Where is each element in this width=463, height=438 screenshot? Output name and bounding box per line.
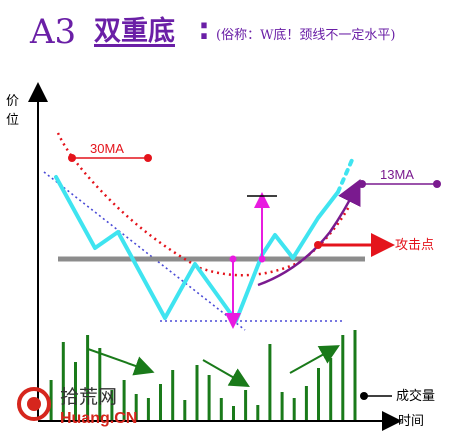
- ma30-marker-dot-left: [68, 154, 76, 162]
- volume-bar: [61, 342, 65, 420]
- volume-bars: [49, 330, 357, 420]
- volume-bar: [146, 398, 150, 420]
- volume-bar: [171, 370, 175, 420]
- price-line-projection: [336, 158, 354, 194]
- volume-bar: [134, 394, 138, 420]
- volume-bar: [219, 398, 223, 420]
- volume-bar: [341, 335, 345, 420]
- logo-ring: [17, 387, 51, 421]
- volume-bar: [98, 348, 102, 420]
- logo-core: [27, 397, 41, 411]
- y-axis-label-top: 价: [6, 94, 20, 109]
- volume-trend-arrow-1: [87, 348, 155, 376]
- attack-point-label: 攻击点: [395, 238, 435, 253]
- volume-trend-arrow-2: [202, 359, 250, 387]
- volume-bar: [49, 380, 53, 420]
- volume-bar: [159, 384, 162, 420]
- ma30-marker-dot-right: [144, 154, 152, 162]
- pattern-note: (俗称：W底！颈线不一定水平): [216, 28, 396, 43]
- volume-bar: [353, 330, 357, 420]
- volume-bar: [256, 405, 260, 420]
- y-axis-label-bottom: 位: [6, 113, 20, 128]
- x-axis-label: 时间: [398, 414, 425, 429]
- ma13-label: 13MA: [380, 167, 414, 182]
- price-line: [54, 175, 340, 323]
- volume-bar: [244, 390, 248, 420]
- volume-bar: [280, 392, 284, 420]
- ma30-label: 30MA: [90, 141, 124, 156]
- volume-bar: [122, 380, 126, 420]
- volume-bar: [292, 398, 296, 420]
- volume-bar: [195, 365, 199, 420]
- volume-bar: [304, 386, 308, 420]
- volume-label-dot: [360, 392, 368, 400]
- volume-bar: [110, 390, 114, 420]
- ma13-marker-dot-left: [358, 180, 366, 188]
- pattern-title: 双重底: [94, 16, 175, 47]
- volume-bar: [268, 344, 272, 420]
- volume-bar: [207, 375, 211, 420]
- depth-measure-dot: [229, 255, 237, 263]
- volume-label: 成交量: [396, 389, 436, 404]
- ma13-marker-dot-right: [433, 180, 441, 188]
- volume-bar: [232, 406, 235, 420]
- pattern-code: A3: [30, 12, 77, 52]
- volume-bar: [183, 400, 187, 420]
- volume-bar: [329, 358, 333, 420]
- volume-bar: [86, 335, 90, 420]
- volume-trend-arrow-3: [289, 345, 340, 374]
- title-colon: :: [198, 12, 210, 47]
- downtrend-line: [43, 171, 246, 331]
- volume-bar: [74, 362, 77, 420]
- target-measure-dot: [258, 255, 266, 263]
- ma13-line: [257, 179, 361, 287]
- volume-bar: [317, 368, 320, 420]
- logo-url: Huang.CN: [60, 410, 138, 427]
- logo-name: 拾荒网: [60, 386, 118, 408]
